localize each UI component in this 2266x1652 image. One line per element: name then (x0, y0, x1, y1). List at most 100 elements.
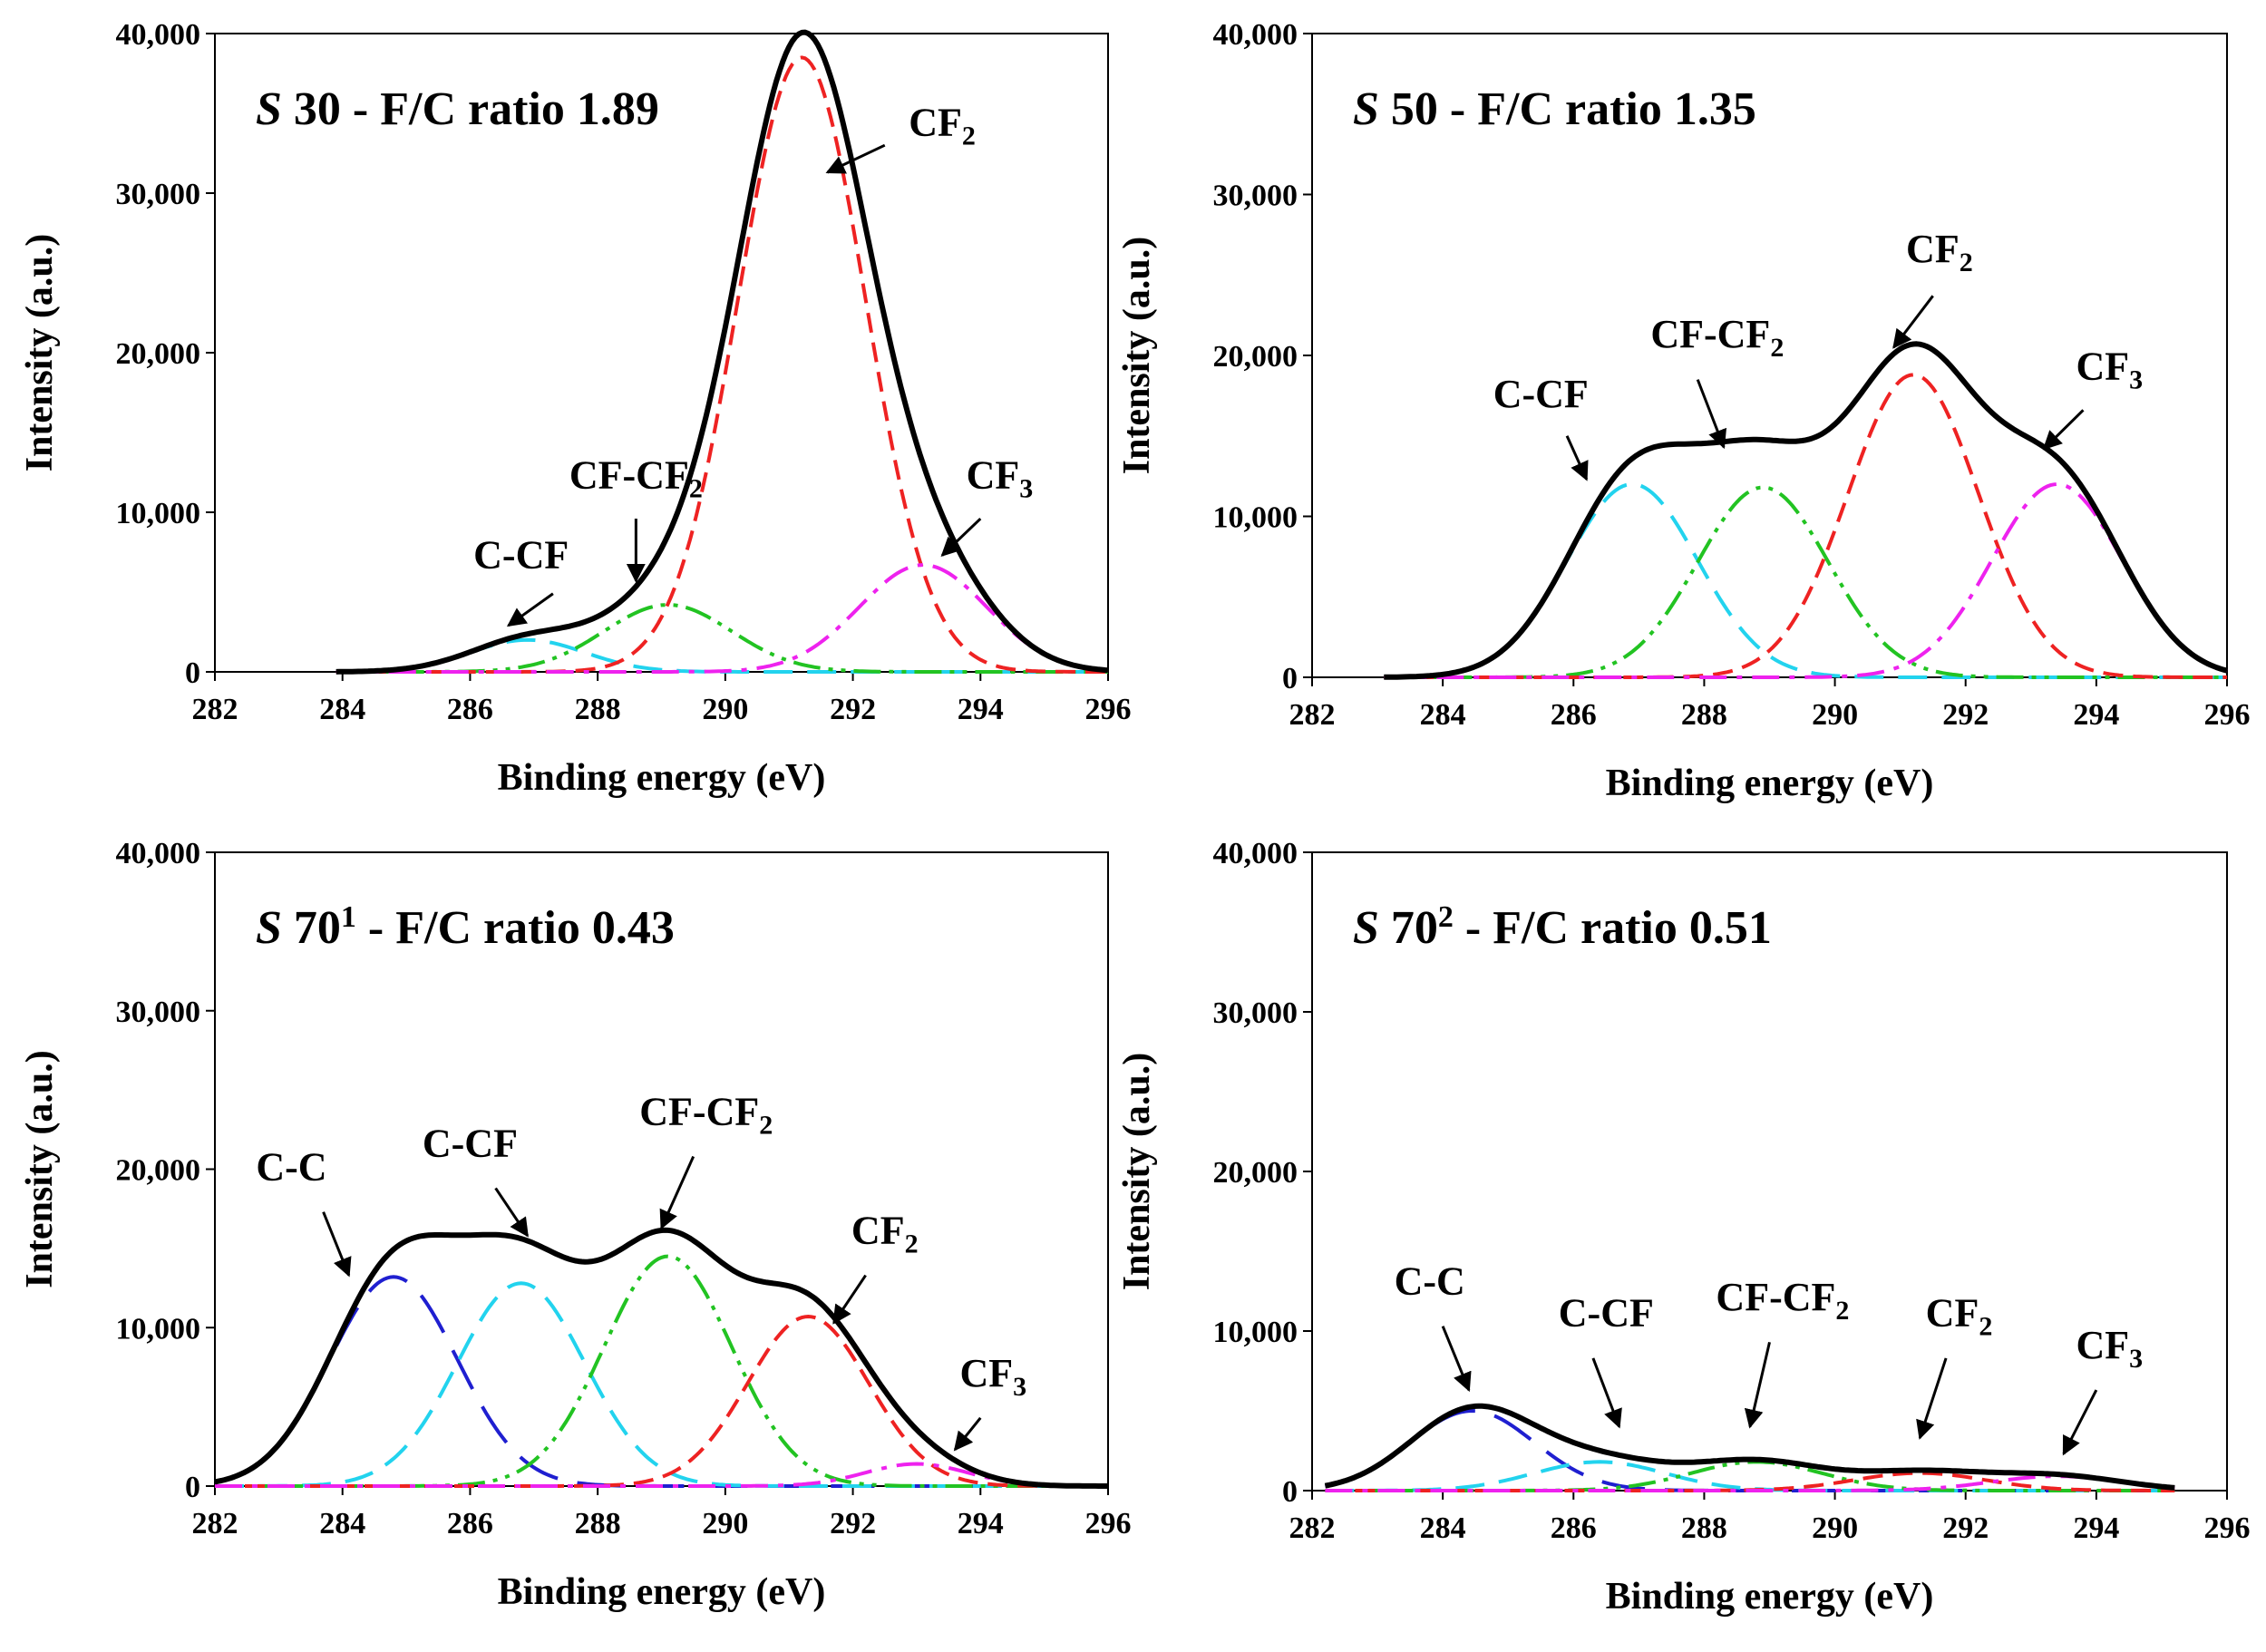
component-curve-cf3 (1384, 481, 2228, 679)
x-tick-label: 296 (2204, 1511, 2251, 1545)
y-tick-label: 10,000 (1213, 501, 1298, 535)
peak-label-text: C-C (1395, 1259, 1465, 1304)
chart-panel-2: 0 10,000 20,000 30,000 40,000 282 284 286 288 290… (1116, 18, 2251, 804)
x-tick-label: 296 (1085, 693, 1132, 726)
component-curve-cf3 (336, 563, 1109, 674)
x-tick-label: 294 (958, 1507, 1004, 1540)
peak-label-subscript: 2 (1979, 1312, 1992, 1342)
peak-arrow (940, 517, 982, 557)
peak-label-subscript: 3 (2129, 1344, 2143, 1374)
component-curve-cf2 (1384, 373, 2227, 679)
peak-label: CF2 (1906, 227, 1973, 277)
peak-arrow (1696, 379, 1727, 450)
peak-label-text: CF-CF (639, 1090, 759, 1134)
x-tick-label: 296 (2204, 698, 2251, 732)
component-curve-c-cf (215, 1281, 1108, 1488)
peak-arrow (1441, 1326, 1472, 1393)
x-tick-label: 294 (2073, 1511, 2119, 1545)
x-axis-title: Binding energy (eV) (1606, 1576, 1934, 1618)
peak-label-subscript: 2 (962, 121, 976, 151)
x-tick-label: 292 (830, 1507, 876, 1540)
x-tick-label: 290 (702, 1507, 748, 1540)
peak-label-subscript: 3 (2129, 365, 2143, 395)
y-tick-label: 30,000 (116, 178, 201, 211)
y-tick-label: 0 (1282, 1475, 1298, 1509)
peak-arrow (1565, 435, 1589, 481)
peak-arrow (2042, 409, 2085, 451)
peak-label: C-CF (473, 533, 569, 578)
peak-label: CF-CF2 (569, 453, 703, 504)
y-tick-label: 20,000 (116, 1154, 201, 1188)
y-tick-label: 10,000 (116, 497, 201, 530)
x-tick-label: 284 (319, 1507, 365, 1540)
peak-label-text: CF (2076, 345, 2129, 389)
y-axis-title: Intensity (a.u.) (19, 1050, 61, 1288)
x-tick-label: 282 (192, 693, 238, 726)
x-tick-label: 286 (1551, 698, 1597, 732)
x-tick-label: 290 (702, 693, 748, 726)
sample-number: 50 - F/C ratio 1.35 (1379, 83, 1756, 135)
y-tick-label: 40,000 (1213, 18, 1298, 52)
peak-label-text: C-C (256, 1145, 326, 1190)
peak-arrow (1892, 295, 1934, 349)
peak-arrow (953, 1416, 982, 1452)
peak-label-text: CF (909, 101, 962, 145)
peak-label: CF2 (909, 101, 976, 151)
peak-arrow (659, 1155, 695, 1230)
x-tick-label: 282 (192, 1507, 238, 1540)
y-tick-label: 10,000 (116, 1312, 201, 1346)
peak-label: CF2 (851, 1209, 919, 1259)
x-tick-label: 284 (319, 693, 365, 726)
x-tick-label: 294 (958, 693, 1004, 726)
sample-number: 70 (1379, 902, 1438, 954)
peak-label: CF3 (2076, 345, 2143, 395)
y-tick-label: 0 (1282, 662, 1298, 695)
peak-label: CF2 (1926, 1291, 1993, 1342)
peak-label: C-CF (1559, 1291, 1654, 1336)
sample-letter: S (256, 902, 282, 954)
y-tick-label: 10,000 (1213, 1316, 1298, 1349)
envelope-curve (1324, 1403, 2175, 1491)
peak-label-subscript: 2 (1835, 1296, 1849, 1326)
x-tick-label: 288 (575, 1507, 621, 1540)
x-tick-label: 288 (1681, 698, 1727, 732)
peak-label-text: CF (2076, 1323, 2129, 1367)
y-tick-label: 40,000 (116, 837, 201, 870)
panel-title: S 50 - F/C ratio 1.35 (1353, 83, 1756, 135)
peak-label-text: CF (851, 1209, 905, 1253)
x-tick-label: 288 (575, 693, 621, 726)
x-tick-label: 294 (2073, 698, 2119, 732)
panel-title: S 701 - F/C ratio 0.43 (256, 900, 675, 954)
chart-panel-1: 0 10,000 20,000 30,000 40,000 282 284 286 288 290… (19, 18, 1132, 799)
sample-letter: S (256, 83, 282, 135)
peak-label-subscript: 2 (689, 474, 703, 504)
peak-label: CF3 (2076, 1323, 2143, 1374)
x-tick-label: 290 (1812, 1511, 1858, 1545)
sample-superscript: 1 (341, 900, 356, 934)
envelope-curve (214, 1227, 1108, 1489)
x-tick-label: 284 (1420, 1511, 1466, 1545)
y-tick-label: 40,000 (1213, 837, 1298, 870)
peak-label-subscript: 2 (905, 1229, 919, 1259)
sample-letter: S (1353, 83, 1379, 135)
panel-title: S 702 - F/C ratio 0.51 (1353, 900, 1772, 954)
peak-label-text: C-CF (1493, 372, 1589, 416)
y-tick-label: 30,000 (1213, 996, 1298, 1030)
x-tick-label: 296 (1085, 1507, 1132, 1540)
peak-label-subscript: 3 (1019, 474, 1033, 504)
peak-label: C-C (256, 1145, 326, 1190)
peak-arrow (494, 1187, 529, 1238)
panel-title: S 30 - F/C ratio 1.89 (256, 83, 659, 135)
peak-label: CF-CF2 (1650, 312, 1784, 363)
sample-number: 30 - F/C ratio 1.89 (282, 83, 659, 135)
x-tick-label: 286 (1551, 1511, 1597, 1545)
peak-label-subscript: 2 (759, 1111, 773, 1141)
peak-label-text: CF-CF (1650, 312, 1770, 356)
x-tick-label: 286 (447, 693, 493, 726)
y-tick-label: 20,000 (1213, 340, 1298, 374)
ratio-text: - F/C ratio 0.51 (1454, 902, 1772, 954)
sample-number: 70 (282, 902, 341, 954)
peak-arrow (506, 592, 554, 627)
peak-label-subscript: 2 (1770, 333, 1784, 363)
